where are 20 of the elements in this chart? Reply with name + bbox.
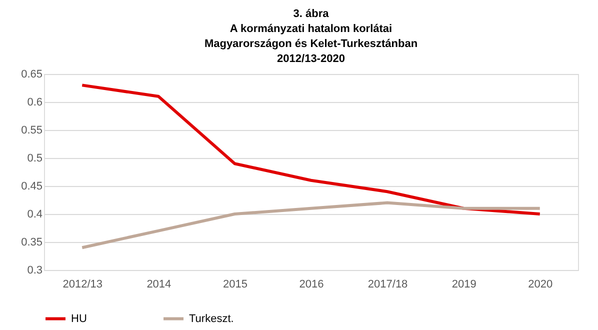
y-tick-label: 0.65 — [21, 68, 42, 80]
y-tick-label: 0.5 — [27, 152, 42, 164]
x-tick-label: 2017/18 — [368, 278, 408, 290]
y-tick-label: 0.3 — [27, 264, 42, 276]
y-tick-label: 0.6 — [27, 96, 42, 108]
line-series — [80, 201, 542, 250]
x-tick-label: 2016 — [299, 278, 324, 290]
y-tick-label: 0.35 — [21, 236, 42, 248]
legend-label: HU — [71, 312, 87, 325]
line-series — [80, 84, 542, 216]
y-tick-label: 0.55 — [21, 124, 42, 136]
x-tick-label: 2012/13 — [62, 278, 103, 290]
x-tick-label: 2019 — [452, 278, 476, 290]
x-tick-label: 2015 — [222, 278, 248, 290]
chart-title: 3. ábra A kormányzati hatalom korlátai Magyarországon és Kelet-Turkesztánban 2012/13-2020 — [204, 8, 418, 65]
x-tick-label: 2020 — [528, 278, 553, 290]
legend-label: Turkeszt. — [189, 312, 234, 325]
y-tick-label: 0.45 — [21, 180, 42, 192]
x-tick-label: 2014 — [146, 278, 172, 290]
y-tick-label: 0.4 — [27, 208, 42, 220]
